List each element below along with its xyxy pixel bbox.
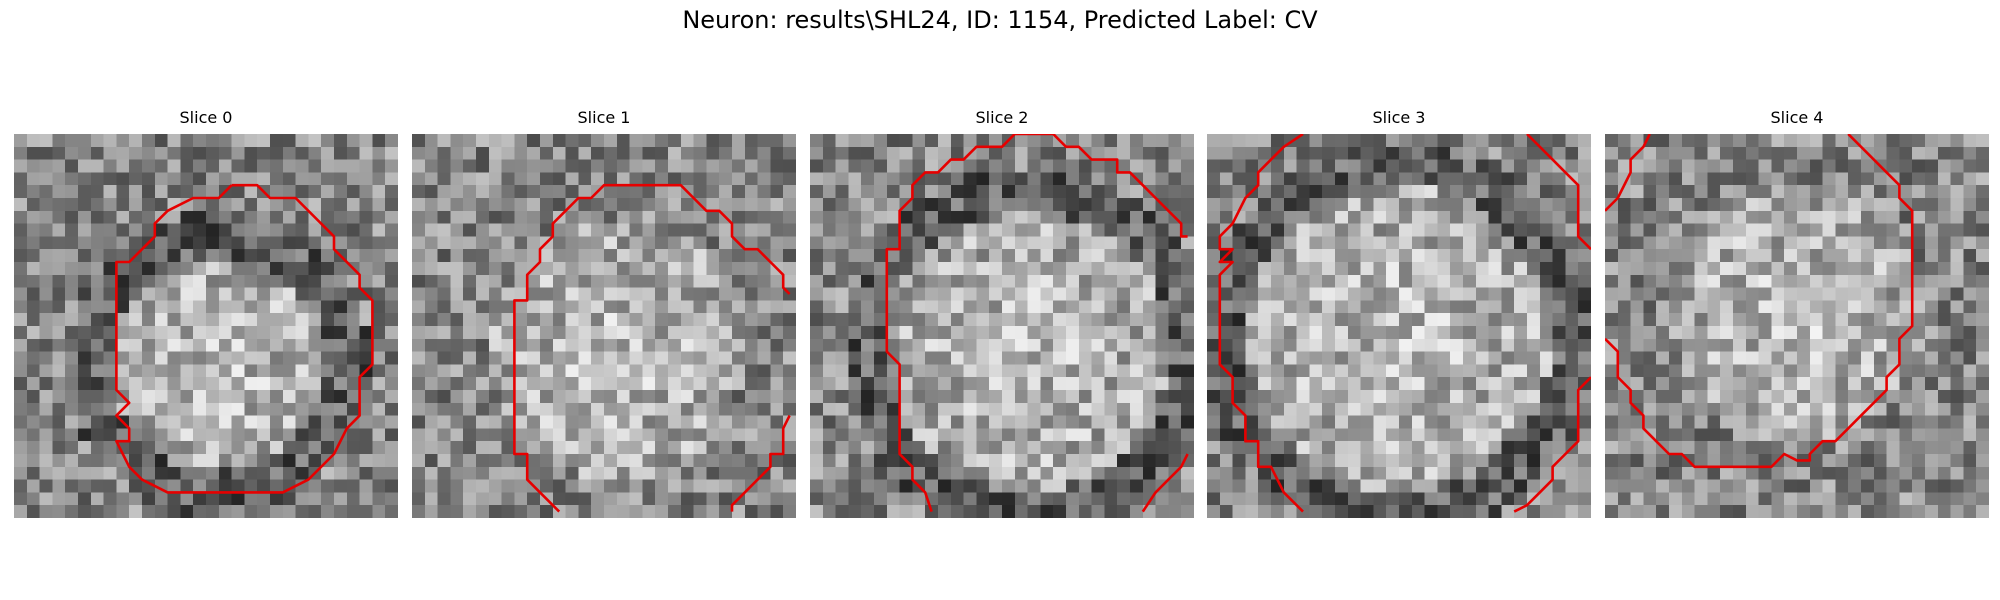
pixel-grid	[810, 134, 1194, 518]
microscopy-image	[14, 134, 398, 518]
microscopy-image	[810, 134, 1194, 518]
segmentation-contour	[1141, 453, 1189, 513]
slice-title: Slice 1	[577, 108, 631, 127]
slice-title: Slice 3	[1372, 108, 1426, 127]
pixel-grid	[412, 134, 796, 518]
segmentation-contour	[513, 183, 791, 513]
segmentation-contour	[730, 415, 791, 512]
slice-title: Slice 2	[975, 108, 1029, 127]
slice-title: Slice 0	[179, 108, 233, 127]
microscopy-image	[1605, 134, 1989, 518]
segmentation-contour	[1218, 134, 1304, 513]
pixel-grid	[1207, 134, 1591, 518]
segmentation-contour	[1513, 376, 1591, 513]
segmentation-contour	[1605, 134, 1914, 469]
figure-title: Neuron: results\SHL24, ID: 1154, Predict…	[682, 6, 1318, 34]
microscopy-image	[412, 134, 796, 518]
pixel-grid	[14, 134, 398, 518]
microscopy-image	[1207, 134, 1591, 518]
pixel-grid	[1605, 134, 1989, 518]
segmentation-contour	[1526, 134, 1591, 251]
slice-title: Slice 4	[1770, 108, 1824, 127]
segmentation-contour	[115, 183, 374, 494]
segmentation-contour	[885, 134, 1188, 513]
segmentation-contour	[1605, 134, 1651, 212]
